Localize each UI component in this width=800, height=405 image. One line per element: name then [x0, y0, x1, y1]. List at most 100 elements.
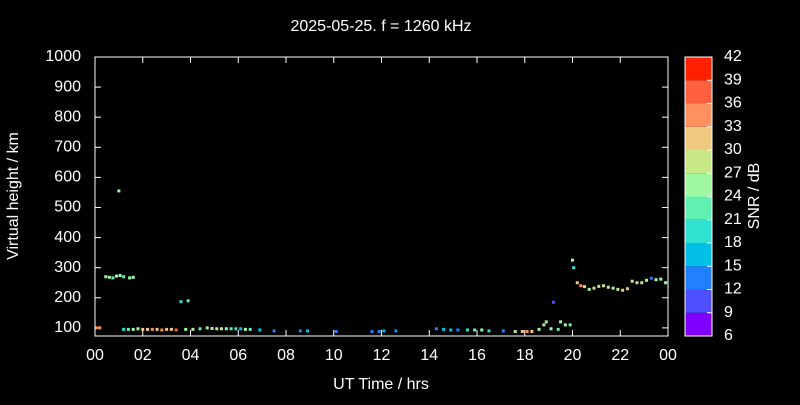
- data-point: [179, 300, 183, 304]
- data-point: [635, 281, 639, 285]
- y-tick-label: 200: [54, 289, 81, 306]
- data-point: [165, 327, 169, 331]
- data-point: [501, 329, 505, 333]
- x-tick-label: 16: [468, 347, 486, 364]
- colorbar-tick-label: 18: [724, 234, 742, 251]
- data-point: [520, 329, 524, 333]
- data-point: [141, 327, 145, 331]
- colorbar-band: [685, 150, 712, 174]
- y-tick-label: 800: [54, 108, 81, 125]
- x-tick-label: 10: [325, 347, 343, 364]
- data-point: [582, 285, 586, 289]
- colorbar-band: [685, 312, 712, 336]
- chart-title: 2025-05-25. f = 1260 kHz: [290, 18, 471, 35]
- data-point: [122, 275, 126, 279]
- data-point: [160, 328, 164, 332]
- data-point: [616, 287, 620, 291]
- x-tick-label: 04: [182, 347, 200, 364]
- colorbar-band: [685, 243, 712, 267]
- data-point: [465, 328, 469, 332]
- x-tick-label: 00: [659, 347, 677, 364]
- data-point: [572, 266, 576, 270]
- colorbar-band: [685, 126, 712, 150]
- colorbar-tick-label: 15: [724, 257, 742, 274]
- data-point: [131, 327, 135, 331]
- data-point: [649, 276, 653, 280]
- data-point: [654, 278, 658, 282]
- data-point: [126, 327, 130, 331]
- data-point: [111, 276, 115, 280]
- y-tick-label: 600: [54, 169, 81, 186]
- data-point: [146, 327, 150, 331]
- data-point: [537, 327, 541, 331]
- colorbar-tick-label: 6: [724, 327, 733, 344]
- data-point: [184, 327, 188, 331]
- data-point: [513, 329, 517, 333]
- data-point: [473, 328, 477, 332]
- data-point: [229, 327, 233, 331]
- data-point: [551, 300, 555, 304]
- colorbar-tick-label: 30: [724, 141, 742, 158]
- data-point: [549, 327, 553, 331]
- colorbar-band: [685, 196, 712, 220]
- data-point: [239, 327, 243, 331]
- colorbar-band: [685, 219, 712, 243]
- colorbar-tick-label: 42: [724, 48, 742, 65]
- data-point: [334, 329, 338, 333]
- data-point: [382, 329, 386, 333]
- y-tick-label: 1000: [45, 48, 81, 65]
- colorbar-band: [685, 266, 712, 290]
- data-point: [128, 276, 132, 280]
- data-point: [104, 275, 108, 279]
- data-point: [377, 329, 381, 333]
- colorbar-label: SNR / dB: [746, 163, 763, 230]
- data-point: [556, 327, 560, 331]
- y-tick-label: 500: [54, 199, 81, 216]
- colorbar-band: [685, 103, 712, 127]
- data-point: [205, 326, 209, 330]
- x-tick-label: 06: [229, 347, 247, 364]
- data-point: [487, 329, 491, 333]
- data-point: [258, 328, 262, 332]
- data-point: [625, 287, 629, 291]
- data-point: [243, 327, 247, 331]
- data-point: [305, 329, 309, 333]
- data-point: [174, 328, 178, 332]
- data-point: [224, 327, 228, 331]
- data-point: [645, 278, 649, 282]
- colorbar-band: [685, 173, 712, 197]
- data-point: [449, 328, 453, 332]
- data-point: [114, 274, 118, 278]
- colorbar-tick-label: 39: [724, 71, 742, 88]
- data-point: [664, 281, 668, 285]
- data-point: [611, 286, 615, 290]
- data-point: [579, 284, 583, 288]
- colorbar-tick-label: 21: [724, 211, 742, 228]
- data-point: [592, 286, 596, 290]
- data-point: [571, 258, 574, 262]
- colorbar-tick-label: 33: [724, 118, 742, 135]
- data-point: [659, 277, 663, 281]
- colorbar-tick-label: 12: [724, 281, 742, 298]
- data-point: [117, 189, 121, 193]
- data-point: [602, 284, 606, 288]
- data-point: [525, 329, 529, 333]
- data-point: [131, 275, 135, 279]
- colorbar-tick-label: 24: [724, 188, 742, 205]
- data-point: [107, 275, 111, 279]
- data-point: [220, 327, 224, 331]
- data-point: [210, 326, 214, 330]
- plot-frame: [94, 56, 669, 337]
- colorbar-band: [685, 289, 712, 313]
- data-point: [434, 327, 438, 331]
- x-tick-label: 22: [611, 347, 629, 364]
- data-point: [169, 327, 173, 331]
- data-point: [442, 327, 446, 331]
- data-point: [480, 328, 484, 332]
- colorbar-band: [685, 80, 712, 104]
- data-point: [544, 320, 548, 324]
- data-point: [606, 285, 610, 289]
- colorbar-tick-label: 9: [724, 304, 733, 321]
